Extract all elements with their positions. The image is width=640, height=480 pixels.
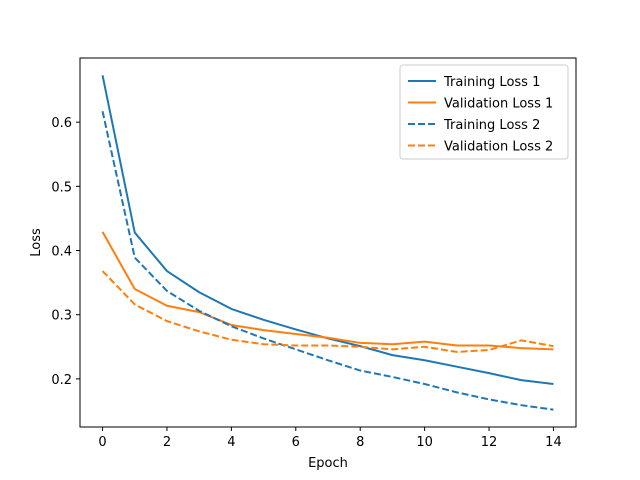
legend-label-1: Training Loss 1: [443, 75, 540, 90]
legend: Training Loss 1 Validation Loss 1 Training…: [399, 64, 569, 160]
series-layer: [101, 75, 554, 411]
y-tick-label: 0.3: [51, 309, 72, 324]
axes-frame: [79, 57, 577, 428]
x-axis-label: Epoch: [308, 456, 348, 471]
y-axis: 0.2 0.3 0.4 0.5 0.6: [51, 116, 80, 388]
y-tick-label: 0.2: [51, 373, 72, 388]
legend-label-2: Validation Loss 1: [444, 97, 553, 112]
legend-box: [399, 64, 569, 160]
x-axis: 0 2 4 6 8 10 12 14: [98, 427, 562, 450]
x-tick-label: 0: [98, 435, 106, 450]
y-axis-label: Loss: [29, 228, 44, 257]
x-tick-label: 10: [416, 435, 433, 450]
y-tick-label: 0.4: [51, 245, 72, 260]
x-tick-label: 12: [481, 435, 498, 450]
x-tick-label: 14: [545, 435, 562, 450]
x-tick-label: 4: [227, 435, 235, 450]
x-tick-label: 6: [292, 435, 300, 450]
legend-label-3: Training Loss 2: [443, 118, 540, 133]
x-tick-label: 8: [356, 435, 364, 450]
x-tick-label: 2: [163, 435, 171, 450]
legend-label-4: Validation Loss 2: [444, 140, 553, 155]
y-tick-label: 0.6: [51, 116, 72, 131]
series-line-2: [101, 231, 554, 351]
y-tick-label: 0.5: [51, 180, 72, 195]
series-line-3: [101, 111, 554, 411]
series-line-4: [101, 270, 554, 353]
